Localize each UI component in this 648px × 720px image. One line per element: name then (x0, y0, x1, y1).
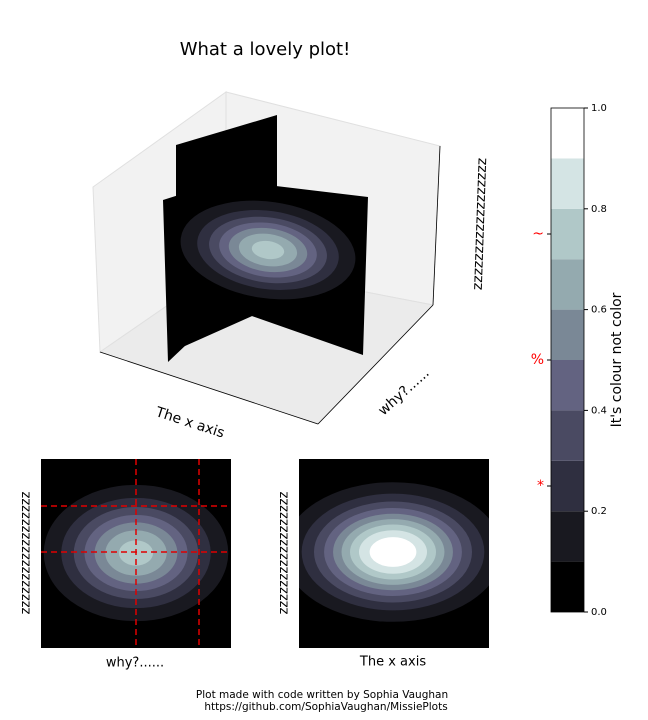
axes-3d (92, 91, 441, 425)
colorbar-band (551, 108, 584, 159)
axis-line (432, 145, 441, 306)
annotation: ~ (532, 226, 544, 242)
x-axis-label: The x axis (153, 404, 227, 442)
colorbar-band (551, 158, 584, 209)
footer: https://github.com/SophiaVaughan/MissieP… (204, 701, 447, 713)
colorbar-label: It's colour not color (609, 292, 625, 427)
annotation: * (537, 478, 544, 494)
axis-line (317, 304, 434, 425)
panel-y-label: zzzzzzzzzzzzzzzzzz (277, 491, 292, 614)
tick-label: 0.4 (591, 405, 607, 416)
panel-x-label: why?...... (106, 656, 164, 671)
panel-y-label: zzzzzzzzzzzzzzzzzz (19, 491, 34, 614)
colorbar-band (551, 511, 584, 562)
crosshair (41, 459, 231, 648)
colorbar-band (551, 360, 584, 411)
colorbar-band (551, 208, 584, 260)
tick-label: 1.0 (591, 103, 607, 114)
colorbar-band (551, 460, 584, 512)
tick-label: 0.8 (591, 204, 607, 215)
colorbar-band (551, 259, 584, 310)
contour (251, 240, 285, 260)
chart-title: What a lovely plot! (180, 39, 351, 60)
colorbar-band (551, 561, 584, 612)
panel-x-label: The x axis (359, 655, 426, 670)
z-axis-label: zzzzzzzzzzzzzzzzzz (470, 158, 491, 291)
tick-label: 0.6 (591, 305, 607, 316)
contour (369, 537, 417, 567)
annotation: % (531, 352, 544, 368)
axis-line (99, 351, 319, 425)
tick-label: 0.0 (591, 607, 607, 618)
colorbar-band (551, 309, 584, 360)
footer: Plot made with code written by Sophia Va… (196, 689, 448, 701)
colorbar-band (551, 410, 584, 461)
tick-label: 0.2 (591, 506, 607, 517)
y-axis-label: why?...... (375, 365, 432, 419)
